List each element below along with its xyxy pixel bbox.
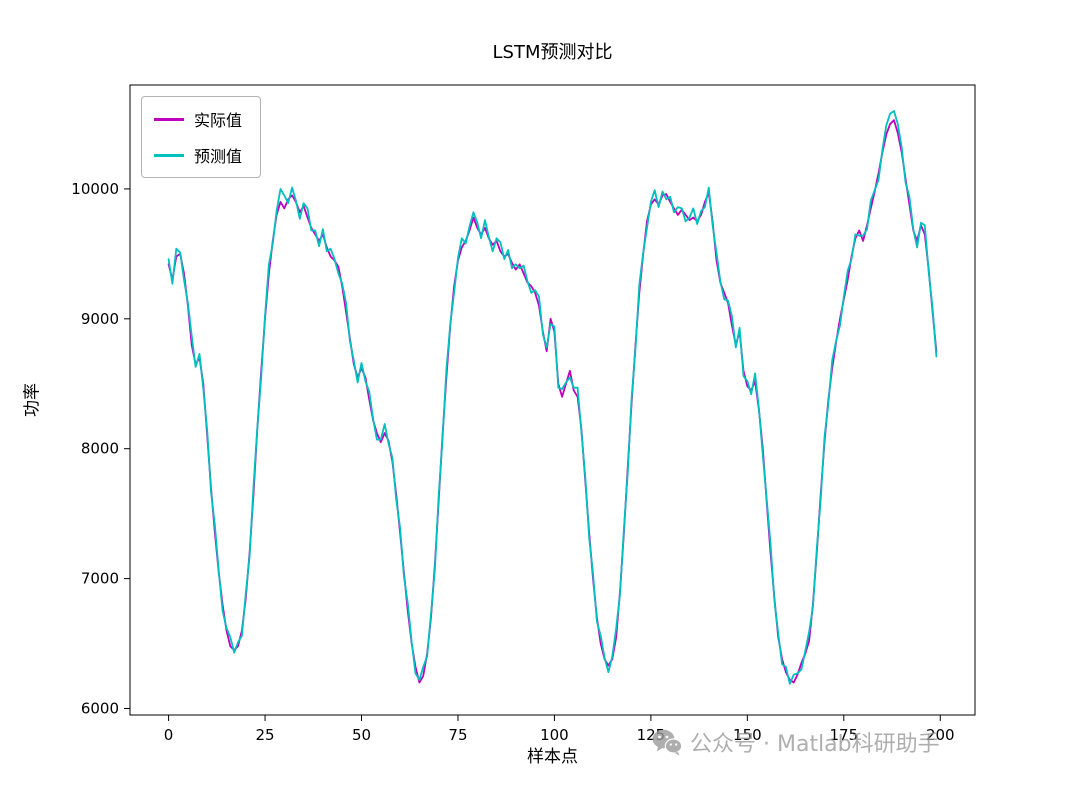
y-tick-label: 7000 bbox=[81, 570, 119, 588]
legend-swatch-predicted bbox=[154, 153, 184, 157]
x-tick-label: 200 bbox=[926, 726, 955, 744]
legend-entry-actual: 实际值 bbox=[154, 107, 242, 131]
y-axis-label: 功率 bbox=[22, 383, 43, 417]
legend: 实际值 预测值 bbox=[141, 96, 262, 178]
x-tick-label: 75 bbox=[448, 726, 467, 744]
x-tick-label: 150 bbox=[733, 726, 762, 744]
legend-entry-predicted: 预测值 bbox=[154, 143, 242, 167]
x-tick-label: 175 bbox=[829, 726, 858, 744]
watermark-text: 公众号 · Matlab科研助手 bbox=[690, 732, 940, 757]
wechat-icon bbox=[652, 729, 682, 756]
y-tick-label: 8000 bbox=[81, 440, 119, 458]
legend-label-actual: 实际值 bbox=[194, 111, 243, 130]
x-tick-label: 25 bbox=[255, 726, 274, 744]
x-tick-label: 50 bbox=[352, 726, 371, 744]
x-axis-label: 样本点 bbox=[527, 747, 578, 767]
x-tick-label: 100 bbox=[540, 726, 569, 744]
chart-title: LSTM预测对比 bbox=[492, 42, 613, 63]
y-tick-label: 6000 bbox=[81, 700, 119, 718]
series-predicted-line bbox=[167, 110, 938, 685]
x-tick-label: 0 bbox=[164, 726, 174, 744]
watermark: 公众号 · Matlab科研助手 bbox=[652, 726, 940, 758]
legend-swatch-actual bbox=[154, 117, 184, 121]
y-tick-label: 10000 bbox=[71, 180, 119, 198]
y-tick-label: 9000 bbox=[81, 310, 119, 328]
legend-label-predicted: 预测值 bbox=[194, 147, 243, 166]
plot-area bbox=[129, 84, 976, 716]
